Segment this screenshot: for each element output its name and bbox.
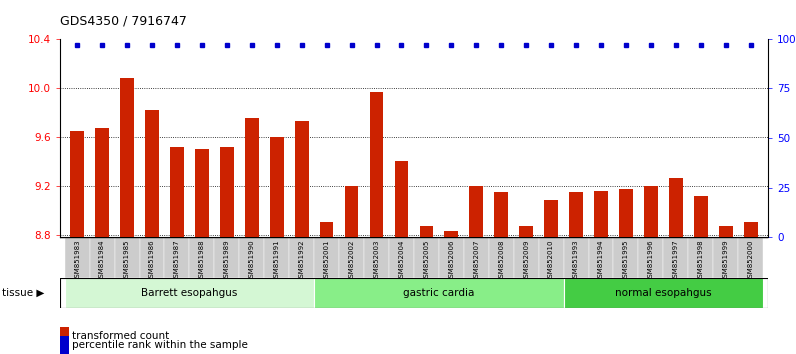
Bar (619, 189, 633, 237)
Bar (295, 121, 309, 237)
Bar (389, 237, 414, 278)
Bar (96, 128, 109, 237)
Bar (444, 231, 458, 237)
Bar (369, 92, 384, 237)
Bar (544, 200, 558, 237)
Bar (345, 186, 358, 237)
Text: GSM852006: GSM852006 (448, 239, 455, 282)
Text: GSM852002: GSM852002 (349, 239, 354, 281)
Bar (414, 237, 439, 278)
Bar (689, 237, 713, 278)
Text: GSM851985: GSM851985 (124, 239, 130, 282)
Text: GSM851990: GSM851990 (249, 239, 255, 282)
Text: GSM852000: GSM852000 (747, 239, 754, 282)
Bar (90, 237, 115, 278)
Bar (364, 237, 389, 278)
Bar (395, 161, 408, 237)
Bar (494, 192, 508, 237)
Bar (195, 149, 209, 237)
Text: GSM851989: GSM851989 (224, 239, 230, 282)
Text: percentile rank within the sample: percentile rank within the sample (72, 340, 248, 350)
Bar (569, 192, 583, 237)
Bar (115, 237, 139, 278)
Bar (264, 237, 289, 278)
Bar (663, 237, 689, 278)
Bar (220, 147, 234, 237)
Bar (189, 237, 214, 278)
Bar (289, 237, 314, 278)
Text: GSM851984: GSM851984 (100, 239, 105, 282)
Bar (470, 186, 483, 237)
Bar (139, 237, 165, 278)
Bar (614, 237, 638, 278)
Bar (339, 237, 364, 278)
Text: GSM852003: GSM852003 (373, 239, 380, 282)
Text: GSM852007: GSM852007 (474, 239, 479, 282)
Text: GSM851998: GSM851998 (698, 239, 704, 282)
Bar (314, 278, 564, 308)
Bar (64, 237, 90, 278)
Bar (165, 237, 189, 278)
Text: GSM852005: GSM852005 (423, 239, 429, 281)
Text: GSM851983: GSM851983 (74, 239, 80, 282)
Bar (64, 278, 314, 308)
Text: GSM851995: GSM851995 (623, 239, 629, 282)
Bar (314, 237, 339, 278)
Text: GSM851997: GSM851997 (673, 239, 679, 282)
Bar (519, 226, 533, 237)
Bar (694, 195, 708, 237)
Text: GSM852009: GSM852009 (523, 239, 529, 282)
Bar (719, 226, 732, 237)
Bar (743, 223, 758, 237)
Text: GSM852010: GSM852010 (548, 239, 554, 282)
Bar (245, 119, 259, 237)
Bar (419, 226, 433, 237)
Bar (564, 237, 588, 278)
Bar (214, 237, 240, 278)
Bar (70, 131, 84, 237)
Text: Barrett esopahgus: Barrett esopahgus (141, 288, 237, 298)
Text: tissue ▶: tissue ▶ (2, 288, 44, 298)
Bar (713, 237, 738, 278)
Text: GSM851991: GSM851991 (274, 239, 279, 282)
Bar (320, 223, 334, 237)
Bar (638, 237, 663, 278)
Bar (489, 237, 513, 278)
Text: GSM851999: GSM851999 (723, 239, 728, 282)
Bar (464, 237, 489, 278)
Text: GDS4350 / 7916747: GDS4350 / 7916747 (60, 14, 186, 27)
Bar (240, 237, 264, 278)
Bar (539, 237, 564, 278)
Bar (270, 137, 283, 237)
Bar (738, 237, 763, 278)
Text: GSM851988: GSM851988 (199, 239, 205, 282)
Text: GSM852008: GSM852008 (498, 239, 504, 282)
Text: GSM851987: GSM851987 (174, 239, 180, 282)
Text: GSM851994: GSM851994 (598, 239, 604, 282)
Text: transformed count: transformed count (72, 331, 170, 341)
Text: GSM852001: GSM852001 (324, 239, 330, 282)
Bar (145, 110, 159, 237)
Text: GSM851993: GSM851993 (573, 239, 579, 282)
Bar (669, 178, 683, 237)
Text: GSM852004: GSM852004 (399, 239, 404, 281)
Text: gastric cardia: gastric cardia (404, 288, 474, 298)
Text: normal esopahgus: normal esopahgus (615, 288, 712, 298)
Bar (644, 186, 657, 237)
Bar (588, 237, 614, 278)
Bar (120, 78, 134, 237)
Text: GSM851992: GSM851992 (298, 239, 305, 282)
Bar (594, 191, 608, 237)
Text: GSM851996: GSM851996 (648, 239, 654, 282)
Bar (170, 147, 184, 237)
Bar (513, 237, 539, 278)
Text: GSM851986: GSM851986 (149, 239, 155, 282)
Bar (439, 237, 464, 278)
Bar (564, 278, 763, 308)
